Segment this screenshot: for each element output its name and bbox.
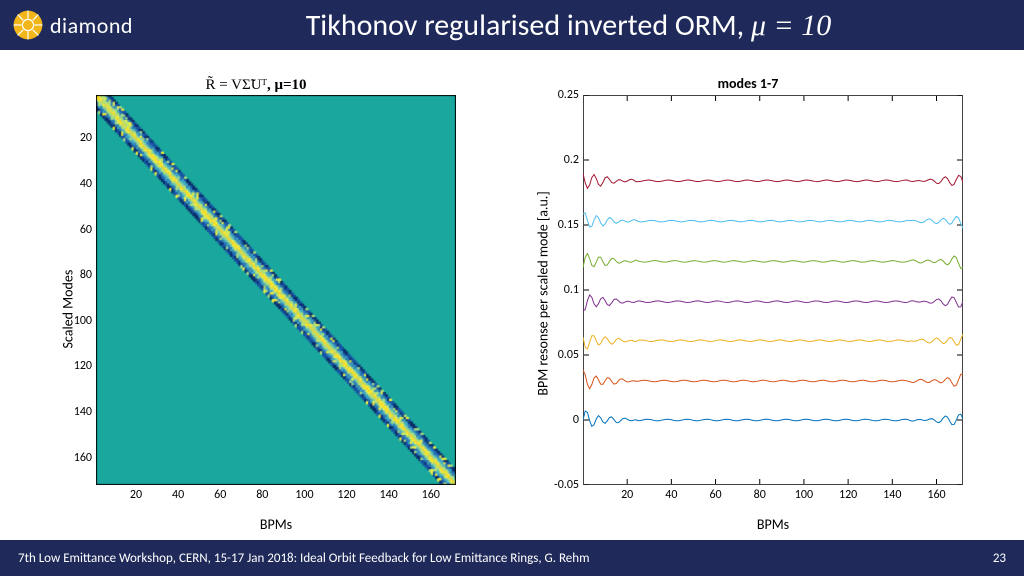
footer-text: 7th Low Emittance Workshop, CERN, 15-17 … — [18, 551, 589, 566]
heatmap-xlabel: BPMs — [96, 516, 456, 533]
heatmap-ylabel: Scaled Modes — [60, 229, 77, 349]
heatmap-title-suffix: , μ=10 — [267, 77, 307, 93]
heatmap-ytick: 60 — [66, 223, 92, 237]
page-number: 23 — [993, 551, 1006, 566]
logo-text: diamond — [50, 12, 133, 39]
header-bar: diamond Tikhonov regularised inverted OR… — [0, 0, 1024, 50]
linechart-xtick: 100 — [792, 488, 816, 502]
linechart-svg — [583, 95, 963, 485]
heatmap-xtick: 40 — [168, 488, 188, 502]
line-series — [583, 295, 963, 311]
heatmap-ytick: 120 — [66, 359, 92, 373]
heatmap-xtick: 140 — [379, 488, 399, 502]
slide-title: Tikhonov regularised inverted ORM, μ = 1… — [133, 7, 1024, 44]
logo: diamond — [12, 9, 133, 41]
line-series — [583, 334, 963, 349]
linechart-xtick: 60 — [704, 488, 728, 502]
heatmap-xtick: 20 — [126, 488, 146, 502]
heatmap-xtick: 60 — [210, 488, 230, 502]
heatmap-panel: R̃ = VΣ̃Uᵀ, μ=10 Scaled Modes BPMs 20406… — [56, 85, 456, 505]
linechart-xtick: 160 — [924, 488, 948, 502]
linechart-ytick: -0.05 — [543, 478, 579, 492]
linechart-xlabel: BPMs — [583, 516, 963, 533]
linechart-xtick: 40 — [659, 488, 683, 502]
heatmap-ytick: 20 — [66, 131, 92, 145]
heatmap-ytick: 140 — [66, 405, 92, 419]
footer-bar: 7th Low Emittance Workshop, CERN, 15-17 … — [0, 540, 1024, 576]
line-series — [583, 254, 963, 269]
linechart-ytick: 0.15 — [543, 218, 579, 232]
heatmap-formula: R̃ = VΣ̃Uᵀ — [205, 77, 267, 93]
line-series — [583, 213, 963, 228]
heatmap-ytick: 80 — [66, 268, 92, 282]
heatmap-title: R̃ = VΣ̃Uᵀ, μ=10 — [56, 77, 456, 94]
line-series — [583, 411, 963, 426]
linechart-xtick: 140 — [880, 488, 904, 502]
linechart-ytick: 0.25 — [543, 88, 579, 102]
linechart-ytick: 0.2 — [543, 153, 579, 167]
line-series — [583, 173, 963, 188]
heatmap-xtick: 100 — [294, 488, 314, 502]
heatmap-ytick: 40 — [66, 177, 92, 191]
linechart-xtick: 20 — [615, 488, 639, 502]
heatmap-xtick: 160 — [421, 488, 441, 502]
heatmap-canvas — [96, 95, 456, 485]
diamond-logo-icon — [12, 9, 44, 41]
heatmap-xtick: 120 — [337, 488, 357, 502]
linechart-panel: modes 1-7 BPM resonse per scaled mode [a… — [528, 85, 968, 505]
title-mu: μ = 10 — [751, 9, 831, 42]
linechart-title: modes 1-7 — [528, 75, 968, 92]
linechart-ytick: 0 — [543, 413, 579, 427]
heatmap-ytick: 100 — [66, 314, 92, 328]
line-series — [583, 370, 963, 389]
linechart-ytick: 0.05 — [543, 348, 579, 362]
title-text: Tikhonov regularised inverted ORM, — [306, 7, 751, 44]
linechart-xtick: 120 — [836, 488, 860, 502]
heatmap-ytick: 160 — [66, 451, 92, 465]
linechart-xtick: 80 — [748, 488, 772, 502]
linechart-ytick: 0.1 — [543, 283, 579, 297]
heatmap-xtick: 80 — [252, 488, 272, 502]
content-area: R̃ = VΣ̃Uᵀ, μ=10 Scaled Modes BPMs 20 40 6… — [0, 50, 1024, 540]
